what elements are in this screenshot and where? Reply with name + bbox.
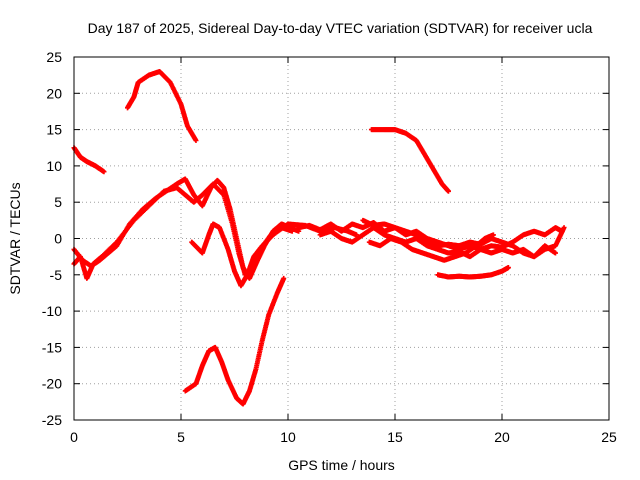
- x-tick-label: 20: [494, 429, 510, 445]
- y-tick-label: 25: [46, 49, 62, 65]
- data-point: [289, 228, 295, 234]
- series-trace-8: [317, 225, 558, 260]
- y-tick-label: 5: [54, 194, 62, 210]
- series-trace-5: [189, 221, 359, 289]
- chart-title: Day 187 of 2025, Sidereal Day-to-day VTE…: [88, 20, 593, 36]
- series-trace-1: [71, 145, 107, 175]
- series-trace-9: [360, 217, 567, 260]
- y-tick-label: 0: [54, 231, 62, 247]
- series-trace-11: [435, 265, 511, 280]
- y-tick-label: 20: [46, 85, 62, 101]
- data-point: [446, 188, 451, 194]
- series-trace-12: [368, 127, 451, 194]
- grid-lines: [74, 57, 609, 420]
- data-point: [281, 275, 287, 281]
- x-axis-title: GPS time / hours: [288, 457, 395, 473]
- series-trace-10: [366, 232, 496, 263]
- y-axis-title: SDTVAR / TECUs: [7, 182, 23, 294]
- x-tick-label: 15: [387, 429, 403, 445]
- data-point: [561, 225, 567, 231]
- data-point: [553, 250, 558, 256]
- series-trace-7: [296, 220, 565, 252]
- y-tick-label: -5: [50, 267, 63, 283]
- y-tick-label: 10: [46, 158, 62, 174]
- tick-labels: 0 5 10 15 20 25 -25 -20 -15 -10 -5 0 5 10 15 20 25: [42, 49, 617, 445]
- x-tick-label: 5: [177, 429, 185, 445]
- x-tick-label: 25: [601, 429, 617, 445]
- x-tick-label: 0: [70, 429, 78, 445]
- y-tick-label: -20: [42, 376, 62, 392]
- y-tick-label: -10: [42, 303, 62, 319]
- data-point: [505, 265, 511, 271]
- data-point: [101, 169, 107, 175]
- data-point: [193, 137, 199, 143]
- y-tick-label: -15: [42, 339, 62, 355]
- data-layer: [71, 69, 567, 407]
- series-trace-2: [125, 69, 199, 143]
- series-trace-6: [182, 275, 287, 407]
- y-tick-label: -25: [42, 412, 62, 428]
- x-tick-label: 10: [280, 429, 296, 445]
- data-point: [490, 232, 496, 238]
- tick-marks: [73, 56, 610, 421]
- y-tick-label: 15: [46, 122, 62, 138]
